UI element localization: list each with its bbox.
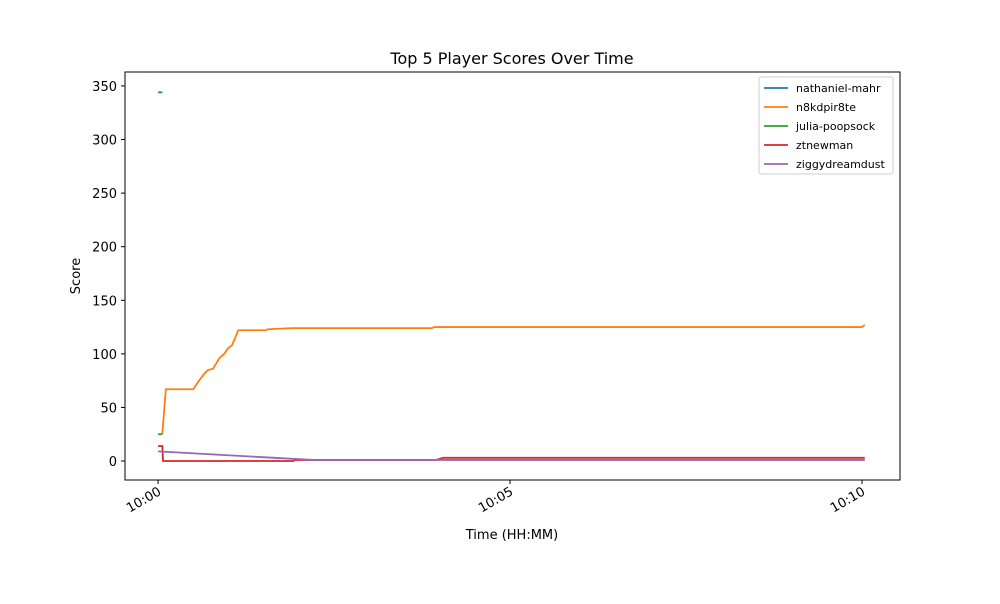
series-line <box>161 324 866 435</box>
x-axis-label: Time (HH:MM) <box>465 528 558 543</box>
y-axis-label: Score <box>69 258 84 294</box>
legend-label: nathaniel-mahr <box>796 82 881 95</box>
y-tick-label: 150 <box>92 294 117 309</box>
x-tick-label: 10:00 <box>124 484 164 516</box>
x-tick-label: 10:10 <box>828 484 868 516</box>
legend-label: ztnewman <box>796 139 853 152</box>
legend-label: julia-poopsock <box>795 120 876 133</box>
series-line <box>158 450 865 461</box>
x-tick-label: 10:05 <box>476 484 516 516</box>
legend-label: ziggydreamdust <box>796 158 885 171</box>
plot-frame <box>124 71 901 481</box>
legend-box <box>758 76 894 175</box>
series-line <box>158 445 865 462</box>
y-tick-label: 350 <box>92 80 117 95</box>
y-tick-label: 200 <box>92 241 117 256</box>
y-tick-label: 250 <box>92 187 117 202</box>
legend-label: n8kdpir8te <box>796 101 856 114</box>
y-tick-label: 100 <box>92 348 117 363</box>
chart-title: Top 5 Player Scores Over Time <box>389 49 633 68</box>
y-tick-label: 0 <box>109 455 117 470</box>
y-tick-label: 50 <box>100 401 117 416</box>
y-tick-label: 300 <box>92 134 117 149</box>
